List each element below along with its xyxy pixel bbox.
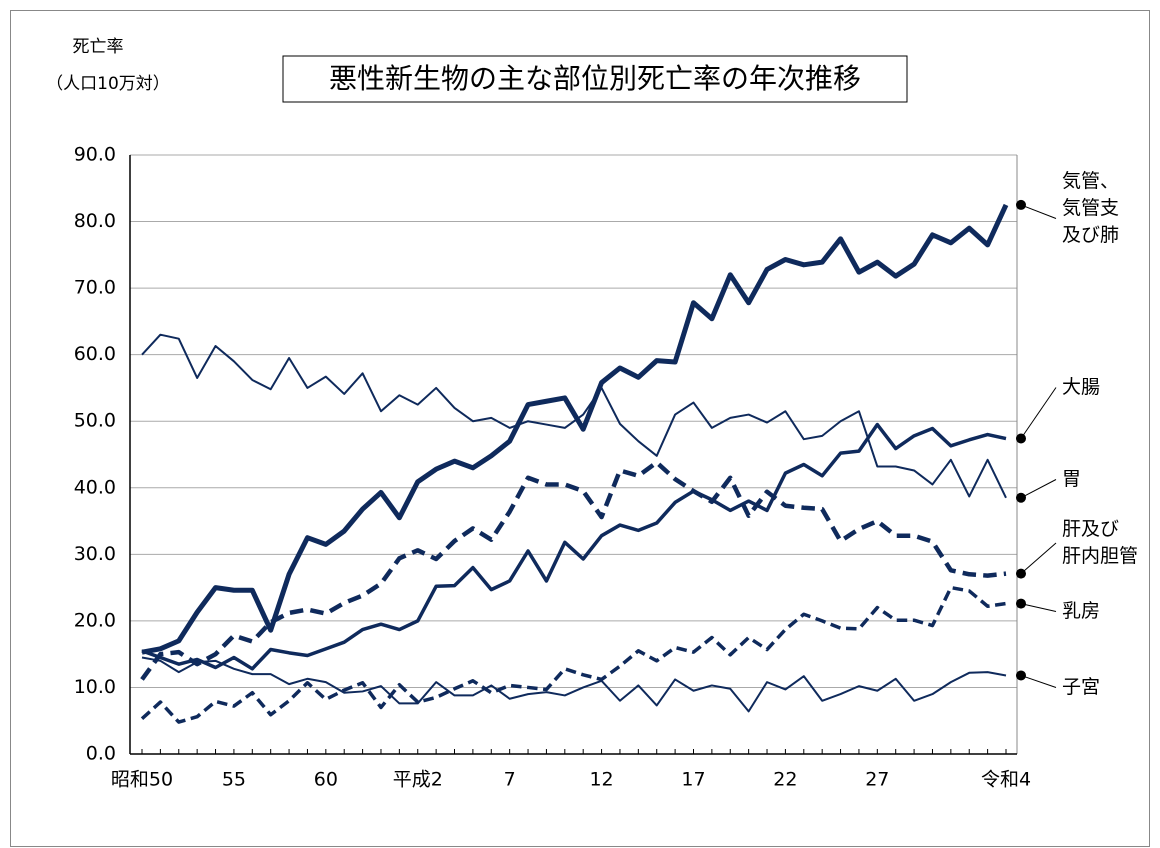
x-tick-label: 22 bbox=[773, 769, 797, 791]
y-tick-label: 80.0 bbox=[74, 210, 116, 232]
chart-title: 悪性新生物の主な部位別死亡率の年次推移 bbox=[329, 62, 861, 95]
series-label: 胃 bbox=[1062, 468, 1082, 490]
leader-line bbox=[1020, 542, 1057, 575]
x-tick-label: 令和4 bbox=[981, 769, 1031, 791]
y-axis-unit: （人口10万対） bbox=[46, 74, 170, 94]
x-tick-label: 12 bbox=[589, 769, 613, 791]
y-tick-label: 90.0 bbox=[74, 144, 116, 166]
series-line bbox=[140, 460, 1007, 681]
series-label: 肝及び 肝内胆管 bbox=[1062, 518, 1139, 567]
y-axis-label: 死亡率 bbox=[73, 37, 124, 57]
y-tick-label: 30.0 bbox=[74, 543, 116, 565]
y-tick-label: 50.0 bbox=[74, 410, 116, 432]
series-line bbox=[141, 203, 1009, 655]
series-label: 乳房 bbox=[1062, 600, 1101, 622]
series-line bbox=[140, 585, 1007, 724]
y-tick-label: 40.0 bbox=[74, 476, 116, 498]
title-box bbox=[282, 55, 908, 103]
x-tick-label: 平成2 bbox=[393, 769, 443, 791]
y-tick-label: 20.0 bbox=[74, 609, 116, 631]
x-tick-label: 27 bbox=[865, 769, 889, 791]
leader-line bbox=[1020, 603, 1057, 612]
y-tick-label: 70.0 bbox=[74, 277, 116, 299]
y-tick-label: 60.0 bbox=[74, 343, 116, 365]
series-line bbox=[141, 333, 1007, 499]
leader-line bbox=[1020, 204, 1057, 219]
series-label: 大腸 bbox=[1062, 376, 1101, 398]
frame bbox=[10, 10, 1150, 847]
leader-line bbox=[1020, 674, 1057, 688]
x-tick-label: 17 bbox=[681, 769, 705, 791]
y-tick-label: 10.0 bbox=[74, 676, 116, 698]
x-tick-label: 7 bbox=[504, 769, 516, 791]
leader-line bbox=[1020, 387, 1057, 439]
x-tick-label: 60 bbox=[314, 769, 338, 791]
y-tick-label: 0.0 bbox=[86, 743, 116, 765]
x-tick-label: 昭和50 bbox=[111, 769, 173, 791]
leader-line bbox=[1020, 479, 1057, 499]
series-line bbox=[141, 656, 1007, 713]
series-label: 子宮 bbox=[1062, 676, 1101, 698]
x-tick-label: 55 bbox=[222, 769, 246, 791]
series-line bbox=[141, 422, 1007, 671]
series-label: 気管、 気管支 及び肺 bbox=[1062, 170, 1120, 246]
